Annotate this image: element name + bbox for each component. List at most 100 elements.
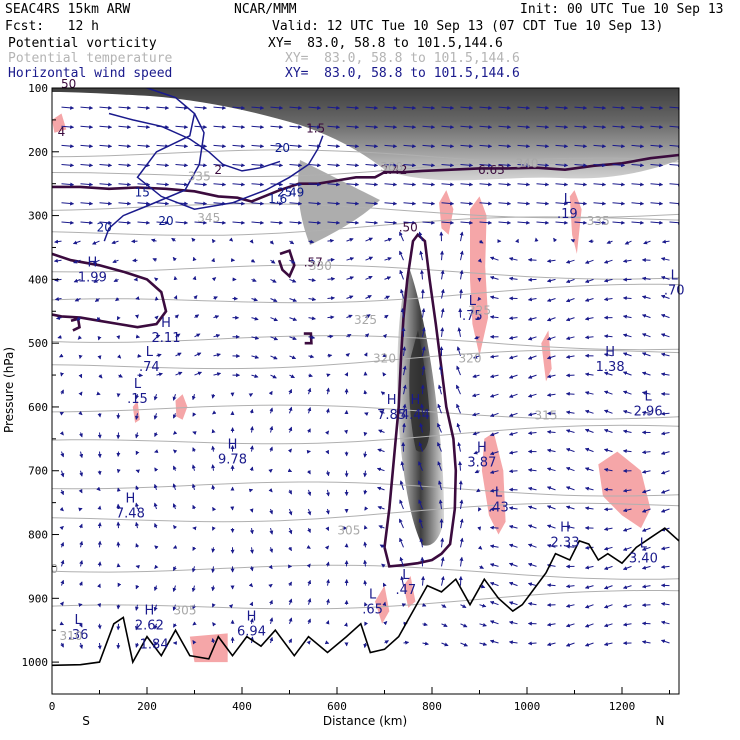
wind-vector — [325, 561, 330, 567]
wind-vector — [479, 565, 484, 569]
wind-vector — [97, 355, 102, 360]
hl-letter: H — [161, 316, 171, 331]
wind-vector — [97, 413, 102, 418]
wind-vector — [327, 144, 341, 149]
pink-region — [439, 190, 454, 235]
theta-contour — [52, 264, 679, 280]
wind-vector — [135, 642, 140, 648]
theta-contour-label: 305 — [337, 524, 360, 538]
wind-vector — [289, 220, 303, 225]
theta-contour-label: 325 — [468, 303, 491, 317]
wind-vector — [669, 182, 679, 187]
wind-vector — [555, 201, 569, 206]
wind-vector — [565, 584, 575, 589]
wind-vector — [565, 317, 575, 322]
wind-vector — [135, 485, 140, 491]
wind-vector — [98, 374, 103, 379]
wind-vector — [175, 201, 189, 206]
wind-vector — [327, 296, 336, 301]
wind-vector — [546, 374, 556, 379]
wind-vector — [173, 566, 177, 572]
wind-vector — [527, 582, 537, 587]
wind-vector — [631, 144, 645, 149]
wind-vector — [660, 294, 670, 299]
wind-vector — [440, 307, 445, 318]
wind-vector — [584, 506, 594, 511]
wind-vector — [194, 201, 208, 206]
wind-vector — [489, 451, 499, 456]
y-tick-label: 400 — [28, 273, 48, 286]
wind-vector — [72, 240, 81, 245]
wind-vector — [134, 623, 139, 631]
wind-vector — [498, 105, 512, 110]
wind-vector — [78, 581, 83, 586]
wind-vector — [584, 335, 594, 340]
wind-vector — [288, 617, 293, 624]
valid-time: Valid: 12 UTC Tue 10 Sep 13 (07 CDT Tue … — [272, 19, 664, 34]
wind-vector — [471, 393, 480, 398]
hl-letter: H — [477, 441, 487, 456]
wind-vector — [534, 237, 539, 242]
wind-vector — [650, 163, 664, 168]
wind-vector — [574, 105, 588, 110]
wind-vector — [527, 524, 537, 529]
hl-value: 6.94 — [237, 625, 266, 640]
wind-vector — [622, 352, 632, 357]
wind-vector — [172, 465, 177, 471]
wind-vector — [565, 603, 575, 608]
wind-vector — [155, 334, 161, 339]
wind-vector — [194, 125, 208, 130]
wind-vector — [622, 449, 632, 454]
x-tick-label: 800 — [422, 700, 442, 713]
hl-value: .75 — [462, 309, 483, 324]
wind-vector — [270, 355, 278, 360]
wind-vector — [135, 432, 139, 439]
wind-vector — [584, 642, 594, 647]
theta-contour-label: 320 — [459, 351, 482, 365]
wind-vector — [270, 336, 279, 341]
wind-vector — [194, 163, 208, 168]
wind-vector — [346, 257, 355, 261]
wind-vector — [61, 105, 75, 110]
wind-vector — [118, 163, 132, 168]
wind-vector — [669, 201, 679, 206]
wind-vector — [546, 392, 556, 397]
wind-vector — [249, 466, 254, 471]
wind-vector — [156, 220, 170, 225]
wind-vector — [641, 276, 651, 281]
wind-vector — [479, 105, 493, 110]
wind-vector — [418, 480, 423, 491]
wind-vector — [440, 327, 445, 337]
wind-vector — [59, 621, 65, 626]
wind-vector — [60, 389, 64, 395]
wind-vector — [135, 521, 139, 529]
wind-vector — [377, 505, 385, 510]
wind-speed-label: 1.6 — [268, 192, 287, 206]
wind-vector — [593, 144, 607, 149]
wind-vector — [248, 393, 254, 398]
wind-vector — [57, 334, 62, 339]
wind-vector — [132, 258, 138, 263]
wind-vector — [631, 201, 645, 206]
wind-vector — [555, 163, 569, 168]
wind-vector — [135, 469, 141, 474]
wind-vector — [399, 499, 404, 510]
wind-vector — [269, 636, 274, 644]
wind-vector — [80, 182, 94, 187]
wind-vector — [612, 182, 626, 187]
pv-contour-layer — [52, 153, 679, 568]
wind-vector — [308, 316, 316, 321]
wind-vector — [175, 144, 189, 149]
wind-vector — [479, 182, 493, 187]
wind-vector — [249, 239, 254, 244]
wind-vector — [194, 333, 201, 338]
wind-vector — [113, 278, 119, 282]
theta-contour — [52, 349, 679, 370]
wind-vector — [419, 422, 424, 433]
wind-vector — [175, 371, 183, 376]
wind-vector — [112, 259, 119, 264]
wind-vector — [346, 163, 360, 168]
wind-vector — [346, 125, 360, 130]
wind-vector — [289, 355, 297, 360]
wind-vector — [546, 622, 556, 627]
